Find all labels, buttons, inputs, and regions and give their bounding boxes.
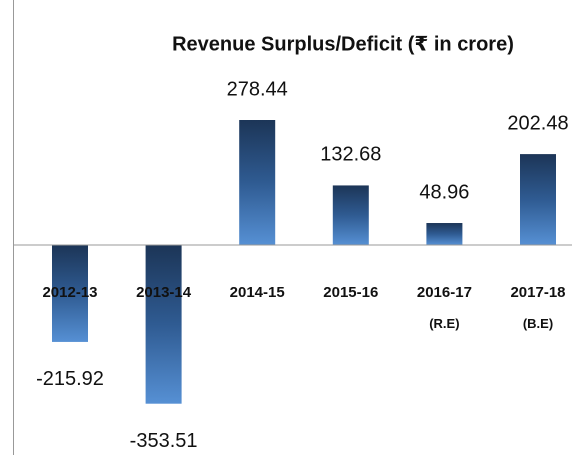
value-label: 48.96 <box>419 181 469 203</box>
bar <box>426 223 463 245</box>
x-tick-label: 2015-16 <box>323 284 378 301</box>
value-label: -215.92 <box>36 368 104 390</box>
bar <box>52 245 88 342</box>
x-tick-label: 2012-13 <box>42 284 97 301</box>
value-label: -353.51 <box>130 430 198 452</box>
bar <box>520 154 556 245</box>
value-label: 202.48 <box>507 112 568 134</box>
bar <box>332 185 369 245</box>
value-label: 132.68 <box>320 144 381 166</box>
x-tick-label: 2017-18 (B.E) <box>510 284 565 331</box>
chart-title: Revenue Surplus/Deficit (₹ in crore) <box>172 33 514 55</box>
bar <box>239 120 276 245</box>
x-tick-label: 2013-14 <box>136 284 192 301</box>
x-tick-label: 2014-15 <box>230 284 285 301</box>
x-tick-label: 2016-17 (R.E) <box>417 284 472 331</box>
value-label: 278.44 <box>227 78 288 100</box>
bar <box>145 245 182 404</box>
